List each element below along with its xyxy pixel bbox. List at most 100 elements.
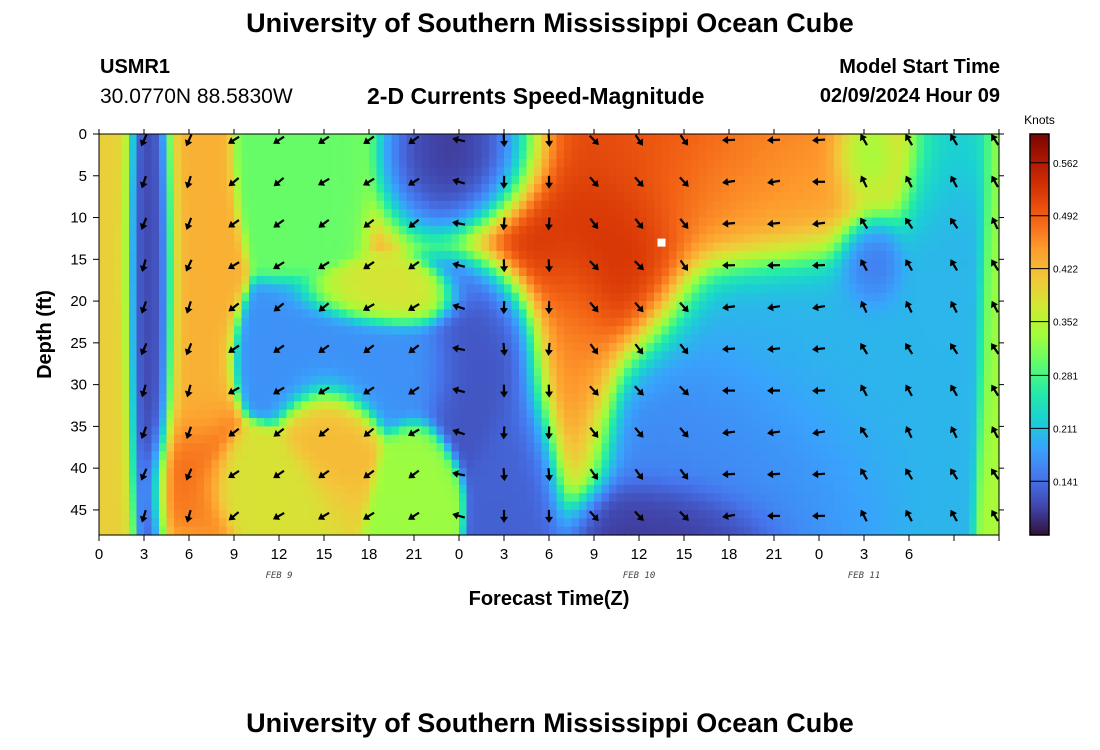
heatmap-cell	[414, 200, 423, 210]
heatmap-cell	[541, 142, 550, 152]
heatmap-cell	[489, 242, 498, 252]
heatmap-cell	[729, 184, 738, 194]
heatmap-cell	[189, 276, 198, 285]
heatmap-cell	[714, 359, 723, 369]
heatmap-cell	[234, 292, 243, 302]
heatmap-cell	[886, 409, 895, 419]
heatmap-cell	[781, 418, 790, 427]
heatmap-cell	[346, 259, 355, 269]
heatmap-cell	[361, 242, 370, 252]
heatmap-cell	[181, 159, 190, 169]
heatmap-cell	[961, 175, 970, 185]
heatmap-cell	[339, 376, 348, 386]
heatmap-cell	[901, 451, 910, 461]
heatmap-cell	[759, 392, 768, 402]
heatmap-cell	[436, 376, 445, 386]
heatmap-cell	[571, 175, 580, 185]
heatmap-cell	[466, 409, 475, 419]
heatmap-cell	[661, 167, 670, 177]
heatmap-cell	[871, 459, 880, 469]
heatmap-cell	[316, 234, 325, 244]
heatmap-cell	[136, 367, 145, 377]
heatmap-cell	[751, 175, 760, 185]
heatmap-cell	[189, 150, 198, 160]
heatmap-cell	[211, 267, 220, 277]
heatmap-cell	[556, 209, 565, 219]
heatmap-cell	[384, 334, 393, 344]
heatmap-cell	[586, 401, 595, 411]
heatmap-cell	[226, 459, 235, 469]
heatmap-cell	[129, 267, 138, 277]
heatmap-cell	[804, 459, 813, 469]
heatmap-cell	[249, 234, 258, 244]
heatmap-cell	[256, 384, 265, 394]
heatmap-cell	[541, 334, 550, 344]
heatmap-cell	[864, 359, 873, 369]
heatmap-cell	[399, 359, 408, 369]
heatmap-cell	[354, 301, 363, 311]
heatmap-cell	[714, 459, 723, 469]
heatmap-cell	[721, 401, 730, 411]
heatmap-cell	[339, 250, 348, 260]
heatmap-cell	[504, 459, 513, 469]
heatmap-cell	[204, 217, 213, 227]
heatmap-cell	[354, 434, 363, 444]
heatmap-cell	[924, 142, 933, 152]
heatmap-cell	[526, 326, 535, 336]
heatmap-cell	[459, 159, 468, 169]
heatmap-cell	[474, 192, 483, 202]
heatmap-cell	[946, 284, 955, 294]
heatmap-cell	[961, 234, 970, 244]
heatmap-cell	[804, 359, 813, 369]
heatmap-cell	[114, 359, 123, 369]
heatmap-cell	[781, 242, 790, 252]
heatmap-cell	[556, 276, 565, 285]
heatmap-cell	[399, 267, 408, 277]
heatmap-cell	[796, 443, 805, 453]
heatmap-cell	[774, 434, 783, 444]
heatmap-cell	[654, 384, 663, 394]
heatmap-cell	[196, 468, 205, 478]
heatmap-cell	[294, 476, 303, 486]
heatmap-cell	[144, 426, 153, 436]
heatmap-cell	[759, 192, 768, 202]
heatmap-cell	[916, 267, 925, 277]
heatmap-cell	[856, 418, 865, 427]
heatmap-cell	[369, 317, 378, 327]
heatmap-cell	[721, 418, 730, 427]
heatmap-cell	[391, 259, 400, 269]
heatmap-cell	[339, 292, 348, 302]
heatmap-cell	[339, 175, 348, 185]
heatmap-cell	[106, 426, 115, 436]
heatmap-cell	[631, 276, 640, 285]
heatmap-cell	[181, 409, 190, 419]
heatmap-cell	[684, 134, 693, 143]
heatmap-cell	[309, 334, 318, 344]
heatmap-cell	[174, 175, 183, 185]
heatmap-cell	[361, 225, 370, 235]
heatmap-cell	[579, 175, 588, 185]
heatmap-cell	[729, 376, 738, 386]
heatmap-cell	[219, 334, 228, 344]
heatmap-cell	[114, 468, 123, 478]
heatmap-cell	[541, 234, 550, 244]
heatmap-cell	[444, 209, 453, 219]
heatmap-cell	[856, 392, 865, 402]
heatmap-cell	[234, 409, 243, 419]
heatmap-cell	[909, 142, 918, 152]
heatmap-cell	[399, 392, 408, 402]
heatmap-cell	[294, 134, 303, 143]
heatmap-cell	[736, 175, 745, 185]
heatmap-cell	[496, 359, 505, 369]
heatmap-cell	[324, 418, 333, 427]
heatmap-cell	[916, 200, 925, 210]
heatmap-cell	[924, 234, 933, 244]
heatmap-cell	[916, 351, 925, 361]
heatmap-cell	[984, 184, 993, 194]
heatmap-cell	[811, 225, 820, 235]
heatmap-cell	[309, 451, 318, 461]
heatmap-cell	[676, 200, 685, 210]
heatmap-cell	[384, 259, 393, 269]
heatmap-cell	[324, 192, 333, 202]
heatmap-cell	[534, 392, 543, 402]
